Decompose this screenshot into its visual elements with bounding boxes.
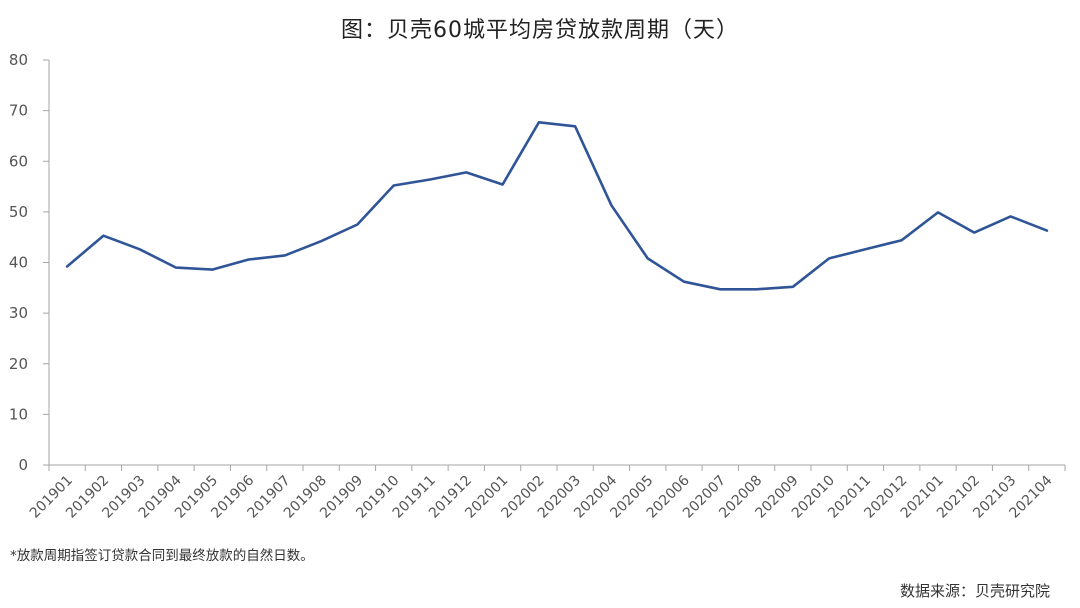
chart-title: 图：贝壳60城平均房贷放款周期（天） xyxy=(341,18,739,43)
data-source: 数据来源：贝壳研究院 xyxy=(899,582,1050,600)
y-tick-label: 0 xyxy=(18,456,28,474)
y-tick-label: 30 xyxy=(9,304,28,322)
y-tick-label: 80 xyxy=(9,51,28,69)
y-axis: 0 10 20 30 40 50 60 70 80 xyxy=(9,51,50,474)
series-line xyxy=(65,121,1049,291)
footnote: *放款周期指签订贷款合同到最终放款的自然日数。 xyxy=(10,548,314,564)
y-tick-label: 60 xyxy=(9,152,28,170)
y-tick-label: 70 xyxy=(9,102,28,120)
y-tick-label: 50 xyxy=(9,203,28,221)
x-axis: 2019012019022019032019042019052019062019… xyxy=(27,464,1066,522)
y-tick-label: 20 xyxy=(9,355,28,373)
y-tick-label: 40 xyxy=(9,254,28,272)
y-tick-label: 10 xyxy=(9,405,28,423)
